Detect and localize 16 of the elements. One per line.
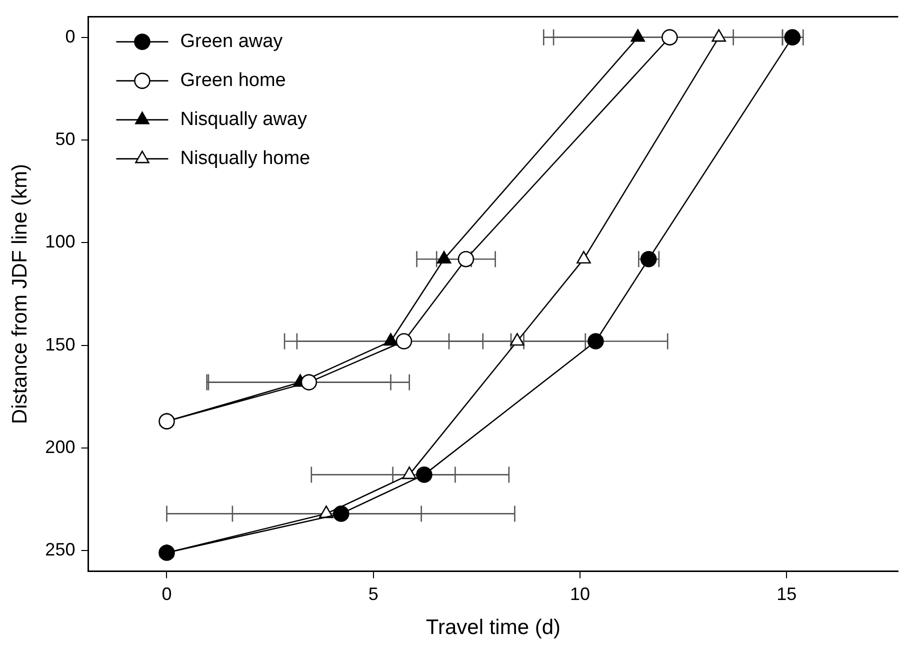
legend-label: Nisqually away <box>180 109 308 130</box>
legend-label: Green away <box>180 31 284 52</box>
x-axis-title: Travel time (d) <box>426 616 561 640</box>
legend-label: Green home <box>180 70 286 92</box>
y-tick-label: 50 <box>55 128 76 149</box>
y-tick-label: 200 <box>45 436 76 457</box>
y-tick-label: 150 <box>45 334 76 354</box>
y-tick-label: 250 <box>45 540 76 560</box>
y-tick-label: 0 <box>65 26 76 46</box>
x-tick-label: 15 <box>776 584 797 604</box>
x-tick-label: 10 <box>570 584 590 604</box>
legend-label: Nisqually home <box>180 148 310 170</box>
y-axis-title: Distance from JDF line (km) <box>8 164 32 424</box>
x-tick-label: 5 <box>368 584 378 604</box>
y-tick-label: 100 <box>45 232 76 252</box>
x-tick-label: 0 <box>162 584 172 604</box>
